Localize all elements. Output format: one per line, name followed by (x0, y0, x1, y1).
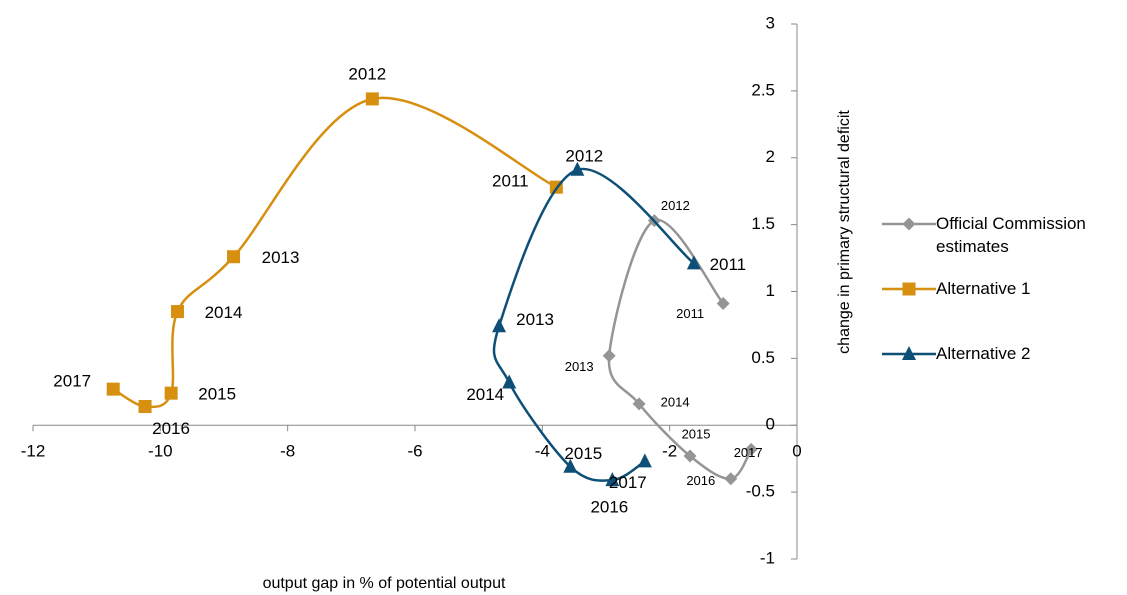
point-label: 2013 (262, 248, 300, 267)
legend-label: Official Commission estimates (936, 214, 1086, 256)
legend-label: Alternative 2 (936, 344, 1031, 363)
marker (138, 400, 152, 414)
marker (602, 349, 616, 363)
point-label: 2016 (686, 473, 715, 488)
y-tick-label: -0.5 (746, 482, 775, 501)
y-tick-label: 2 (766, 147, 775, 166)
series-line (492, 167, 695, 482)
marker (632, 397, 646, 411)
x-tick-label: -2 (662, 442, 677, 461)
legend-item: Official Commission estimates (880, 212, 1126, 258)
y-axis-label: change in primary structural deficit (836, 110, 853, 354)
marker (902, 282, 916, 296)
marker (227, 250, 241, 264)
point-label: 2015 (682, 426, 711, 441)
point-label: 2014 (205, 303, 243, 322)
legend-label: Alternative 1 (936, 279, 1031, 298)
marker (902, 217, 916, 231)
y-tick-label: 2.5 (751, 80, 775, 99)
y-tick-label: 0.5 (751, 348, 775, 367)
marker (744, 442, 758, 456)
marker (492, 318, 507, 333)
x-tick-label: -6 (407, 442, 422, 461)
legend-swatch (882, 282, 936, 296)
x-tick-label: 0 (792, 442, 801, 461)
marker (902, 346, 916, 360)
marker (164, 386, 178, 400)
marker (686, 255, 701, 270)
point-label: 2017 (609, 473, 647, 492)
marker (637, 453, 652, 468)
y-tick-label: -1 (760, 548, 775, 567)
point-label: 2013 (516, 310, 554, 329)
x-axis-label: output gap in % of potential output (263, 575, 506, 592)
point-label: 2016 (152, 419, 190, 438)
x-tick-label: -8 (280, 442, 295, 461)
y-tick-label: 1 (766, 281, 775, 300)
y-tick-label: 3 (766, 13, 775, 32)
point-label: 2013 (565, 359, 594, 374)
x-tick-label: -12 (21, 442, 46, 461)
point-label: 2012 (565, 146, 603, 165)
marker (724, 472, 738, 486)
marker (716, 297, 730, 311)
marker (605, 472, 620, 487)
point-label: 2011 (710, 255, 747, 274)
marker (171, 305, 185, 319)
y-tick-label: 0 (766, 415, 775, 434)
point-label: 2014 (466, 385, 504, 404)
point-label: 2016 (590, 498, 628, 517)
legend-item: Alternative 1 (880, 277, 1126, 301)
x-tick-label: -4 (535, 442, 550, 461)
legend-item: Alternative 2 (880, 342, 1126, 366)
marker (502, 374, 517, 389)
marker (365, 92, 379, 106)
point-label: 2017 (734, 445, 763, 460)
marker (563, 458, 578, 473)
y-tick-label: 1.5 (751, 214, 775, 233)
series-line (112, 96, 557, 409)
legend-swatch (882, 346, 936, 360)
point-label: 2017 (53, 372, 91, 391)
point-label: 2011 (492, 172, 529, 191)
point-label: 2015 (564, 444, 602, 463)
marker (106, 382, 120, 396)
marker (683, 449, 697, 463)
point-label: 2012 (348, 64, 386, 83)
point-label: 2011 (676, 306, 704, 321)
legend-swatch (882, 217, 936, 231)
point-label: 2015 (198, 385, 236, 404)
point-label: 2014 (661, 394, 690, 409)
x-tick-label: -10 (148, 442, 173, 461)
point-label: 2012 (661, 198, 690, 213)
marker (570, 161, 585, 176)
